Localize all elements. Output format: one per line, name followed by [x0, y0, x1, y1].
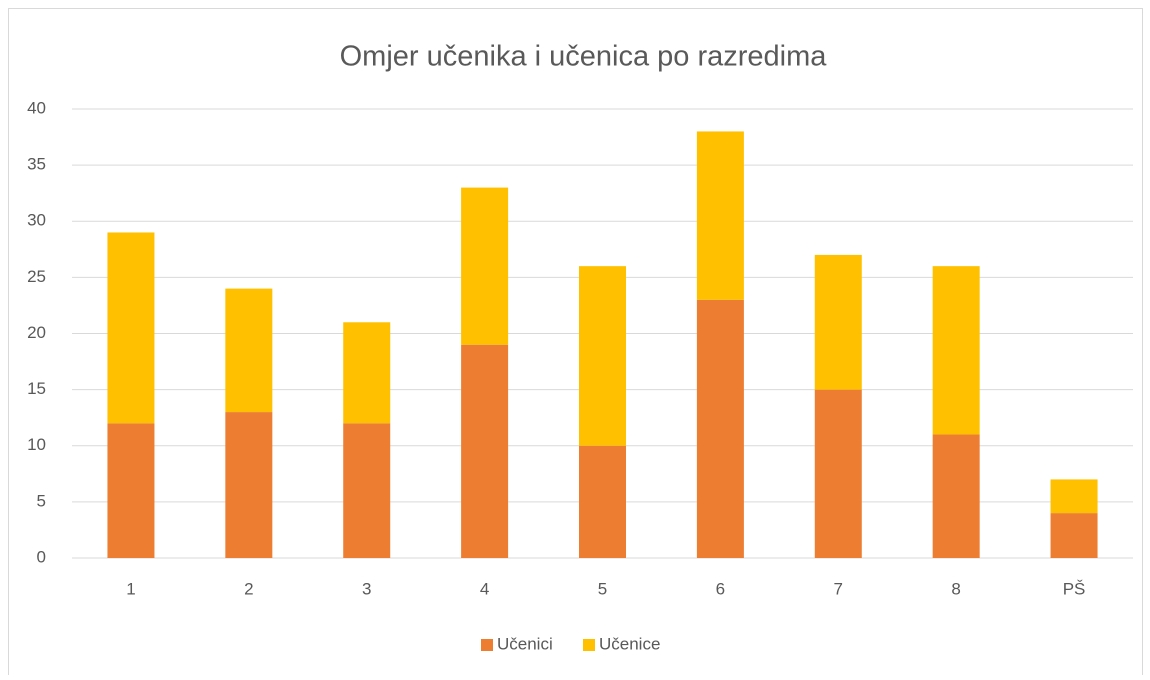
y-tick-label: 40: [27, 98, 46, 117]
x-tick-label: 6: [716, 579, 725, 598]
bar: [932, 266, 980, 435]
bar: [579, 266, 626, 446]
bar: [343, 322, 391, 424]
x-tick-label: 7: [834, 579, 843, 598]
bar: [1050, 479, 1098, 514]
bar: [696, 131, 744, 300]
y-tick-label: 0: [37, 547, 46, 566]
bar: [461, 187, 509, 345]
bar: [225, 288, 273, 413]
legend-label: Učenice: [599, 634, 660, 653]
bar: [696, 299, 744, 558]
y-tick-label: 15: [27, 379, 46, 398]
x-tick-label: PŠ: [1063, 579, 1086, 598]
y-tick-label: 30: [27, 211, 46, 230]
x-tick-label: 3: [362, 579, 371, 598]
legend-swatch: [481, 639, 493, 651]
bar: [932, 434, 980, 558]
x-tick-label: 4: [480, 579, 489, 598]
y-tick-label: 25: [27, 267, 46, 286]
bar: [814, 389, 862, 558]
bar: [343, 423, 391, 558]
bar: [107, 423, 155, 558]
y-tick-label: 10: [27, 435, 46, 454]
x-tick-label: 1: [126, 579, 135, 598]
chart-title: Omjer učenika i učenica po razredima: [340, 41, 828, 73]
bar: [579, 445, 626, 558]
bar: [814, 254, 862, 390]
x-tick-label: 8: [951, 579, 960, 598]
x-tick-label: 5: [598, 579, 607, 598]
legend-swatch: [583, 639, 595, 651]
bar: [1050, 513, 1098, 558]
bar: [225, 412, 273, 558]
legend-label: Učenici: [497, 634, 553, 653]
y-tick-label: 5: [37, 491, 46, 510]
y-tick-label: 20: [27, 323, 46, 342]
bar: [461, 344, 509, 558]
bar: [107, 232, 155, 424]
y-tick-label: 35: [27, 155, 46, 174]
x-tick-label: 2: [244, 579, 253, 598]
